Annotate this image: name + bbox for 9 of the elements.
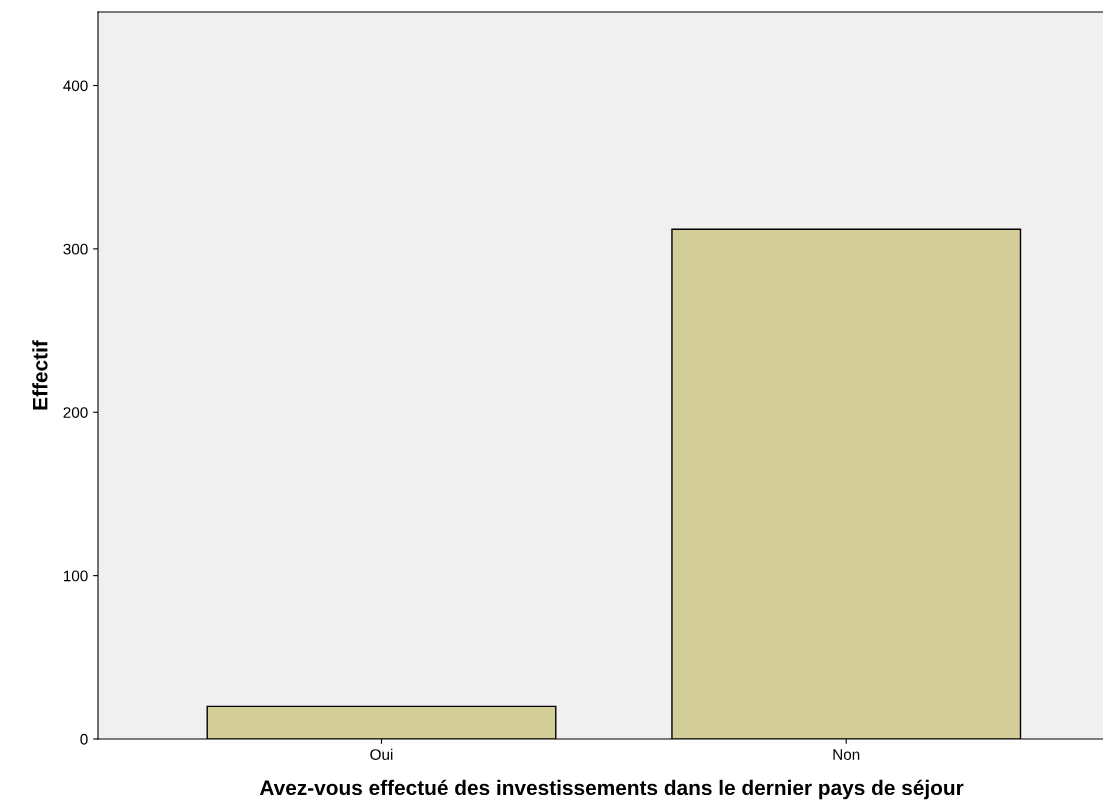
- y-tick-label: 400: [63, 80, 88, 92]
- y-tick-label: 200: [63, 407, 88, 418]
- x-tick-label: Oui: [370, 748, 393, 760]
- x-axis-title: Avez-vous effectué des investissements dans le dernier pays de séjour: [259, 779, 964, 800]
- y-tick-label: 300: [63, 243, 88, 255]
- y-axis-title: Effectif: [32, 340, 48, 410]
- x-tick-label: Non: [833, 749, 860, 760]
- y-tick-label: 100: [63, 570, 88, 582]
- y-tick-label: 0: [80, 733, 88, 745]
